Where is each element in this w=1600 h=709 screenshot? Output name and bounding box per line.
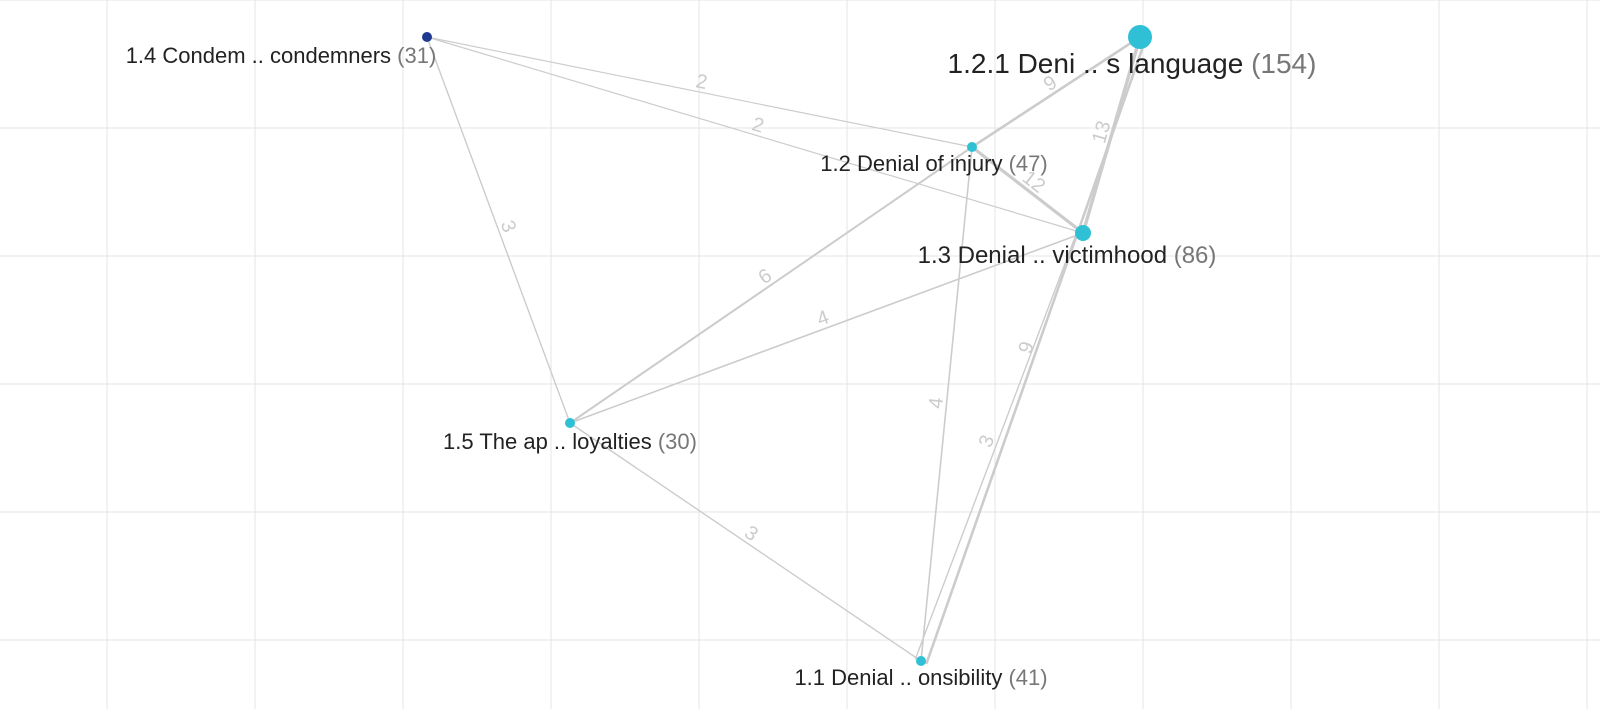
node-label-text: 1.3 Denial .. victimhood — [918, 242, 1174, 269]
node-label: 1.2 Denial of injury (47) — [820, 151, 1047, 176]
node-label-count: (86) — [1174, 242, 1217, 269]
node-label-text: 1.2 Denial of injury — [820, 151, 1008, 176]
edge-weight-label: 4 — [925, 396, 948, 409]
node-label: 1.5 The ap .. loyalties (30) — [443, 429, 697, 454]
node-dot[interactable] — [422, 32, 432, 42]
node-label-text: 1.5 The ap .. loyalties — [443, 429, 658, 454]
node-label-text: 1.4 Condem .. condemners — [126, 43, 397, 68]
node-label: 1.2.1 Deni .. s language (154) — [948, 48, 1317, 79]
node-label-count: (30) — [658, 429, 697, 454]
node-label-count: (154) — [1251, 48, 1316, 79]
network-diagram: 322913912644331.4 Condem .. condemners (… — [0, 0, 1600, 709]
node-label-text: 1.1 Denial .. onsibility — [794, 665, 1008, 690]
node-label: 1.3 Denial .. victimhood (86) — [918, 242, 1217, 269]
node-label: 1.4 Condem .. condemners (31) — [126, 43, 437, 68]
node-dot[interactable] — [1075, 225, 1091, 241]
canvas-background — [0, 0, 1600, 709]
node-label-count: (41) — [1008, 665, 1047, 690]
node-label: 1.1 Denial .. onsibility (41) — [794, 665, 1047, 690]
node-label-count: (31) — [397, 43, 436, 68]
node-label-text: 1.2.1 Deni .. s language — [948, 48, 1252, 79]
node-dot[interactable] — [1128, 25, 1152, 49]
node-dot[interactable] — [565, 418, 575, 428]
node-label-count: (47) — [1009, 151, 1048, 176]
